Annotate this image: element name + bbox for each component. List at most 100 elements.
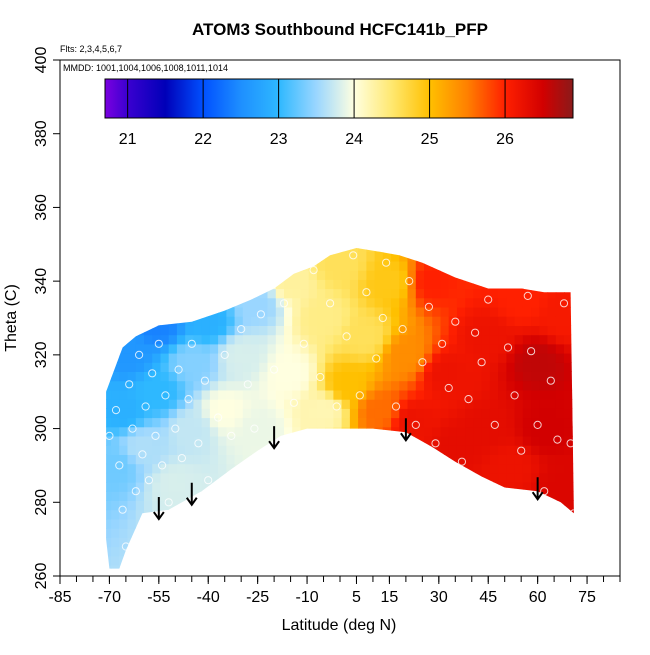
heat-cell	[259, 445, 269, 455]
heat-cell	[152, 353, 161, 363]
heat-cell	[160, 343, 170, 354]
heat-cell	[275, 343, 285, 354]
heat-cell	[539, 362, 549, 372]
heat-cell	[333, 380, 343, 391]
heat-cell	[490, 233, 499, 243]
heat-cell	[106, 509, 112, 520]
heat-cell	[341, 248, 351, 253]
heat-cell	[424, 537, 433, 548]
heat-cell	[399, 472, 409, 483]
heat-cell	[572, 325, 574, 336]
heat-cell	[316, 528, 326, 538]
heat-cell	[259, 325, 269, 336]
heat-cell	[341, 279, 351, 290]
heat-cell	[506, 288, 516, 299]
heat-cell	[316, 306, 326, 317]
heat-cell	[399, 399, 409, 409]
heat-cell	[514, 248, 524, 253]
heat-cell	[275, 500, 285, 511]
heat-cell	[168, 445, 178, 455]
heat-cell	[226, 260, 236, 271]
heat-cell	[456, 546, 466, 557]
heat-cell	[547, 353, 557, 363]
heat-cell	[415, 325, 425, 336]
heat-cell	[531, 316, 540, 326]
heat-cell	[193, 371, 203, 382]
heat-cell	[514, 306, 524, 317]
sample-point	[214, 413, 223, 422]
heat-cell	[539, 417, 549, 428]
heat-cell	[374, 362, 384, 372]
heat-cell	[176, 555, 186, 566]
heat-cell	[481, 316, 491, 326]
heat-cell	[267, 334, 277, 345]
heat-cell	[547, 306, 557, 317]
heat-cell	[341, 555, 351, 566]
heat-cell	[424, 248, 433, 253]
heat-cell	[193, 417, 203, 428]
heat-cell	[119, 316, 129, 326]
heat-cell	[374, 270, 384, 280]
heat-cell	[333, 482, 343, 492]
heat-cell	[218, 546, 227, 557]
heat-cell	[226, 306, 236, 317]
heat-cell	[308, 435, 318, 446]
heat-cell	[185, 306, 194, 317]
heat-cell	[308, 362, 318, 372]
heat-cell	[316, 491, 326, 501]
heat-cell	[242, 399, 252, 409]
heat-cell	[415, 482, 425, 492]
heat-cell	[424, 279, 433, 290]
heat-cell	[242, 316, 252, 326]
heat-cell	[366, 463, 376, 474]
heat-cell	[308, 371, 318, 382]
heat-cell	[572, 528, 574, 538]
sample-point	[135, 350, 144, 359]
heat-cell	[152, 306, 161, 317]
heat-cell	[572, 408, 574, 419]
heat-cell	[382, 316, 392, 326]
heat-cell	[465, 564, 474, 569]
heat-cell	[489, 454, 499, 465]
heat-cell	[481, 435, 491, 446]
heat-cell	[284, 491, 293, 501]
heat-cell	[391, 325, 400, 336]
heat-cell	[374, 279, 384, 290]
heat-cell	[399, 528, 409, 538]
heat-cell	[259, 279, 269, 290]
heat-cell	[448, 528, 458, 538]
heat-cell	[201, 546, 211, 557]
heat-cell	[275, 408, 285, 419]
heat-cell	[522, 454, 532, 465]
heat-cell	[572, 260, 574, 271]
heat-cell	[481, 380, 491, 391]
heat-cell	[391, 445, 400, 455]
heat-cell	[235, 233, 244, 243]
heat-cell	[399, 380, 409, 391]
heat-cell	[234, 288, 244, 299]
heat-cell	[506, 500, 516, 511]
heat-cell	[572, 564, 574, 569]
heat-cell	[382, 334, 392, 345]
heat-cell	[292, 362, 301, 372]
heat-cell	[185, 260, 194, 271]
heat-cell	[152, 463, 161, 474]
heat-cell	[135, 260, 145, 271]
heat-cell	[440, 362, 450, 372]
heat-cell	[259, 509, 269, 520]
heat-cell	[374, 353, 384, 363]
heat-cell	[358, 482, 367, 492]
heat-cell	[325, 408, 334, 419]
heat-cell	[144, 463, 153, 474]
heat-cell	[506, 426, 516, 437]
heat-cell	[209, 279, 219, 290]
heat-cell	[391, 500, 400, 511]
heat-cell	[366, 546, 376, 557]
heat-cell	[267, 417, 277, 428]
heat-cell	[308, 463, 318, 474]
heat-cell	[127, 454, 137, 465]
heat-cell	[193, 260, 203, 271]
heat-cell	[160, 500, 170, 511]
heat-cell	[308, 380, 318, 391]
heat-cell	[333, 408, 343, 419]
